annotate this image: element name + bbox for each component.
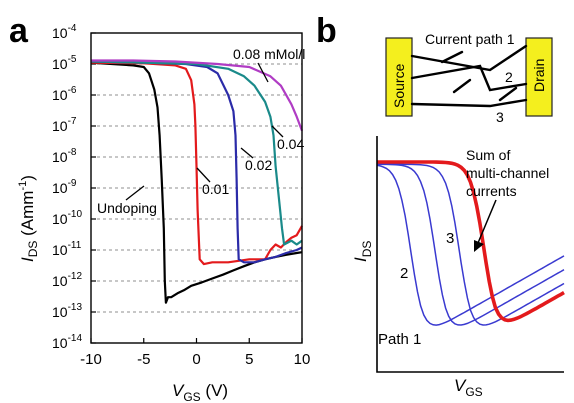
y-tick-label: 10-14 xyxy=(52,333,82,351)
series-line-0-04 xyxy=(90,60,303,246)
y-tick-label: 10-9 xyxy=(52,178,77,196)
sum-label-arrow-shaft xyxy=(477,199,497,244)
source-electrode xyxy=(385,37,413,117)
annotation-0-02: 0.02 xyxy=(245,157,272,173)
y-tick-label: 10-7 xyxy=(52,116,77,134)
annotation-0-01-leader xyxy=(196,167,211,183)
y-tick-label: 10-11 xyxy=(52,240,82,258)
annotation-undoping: Undoping xyxy=(97,200,157,216)
panel-b-x-axis-label: VGS xyxy=(454,376,483,399)
y-tick-label: 10-8 xyxy=(52,147,77,165)
drain-label: Drain xyxy=(531,59,547,92)
panel-a-plot-frame xyxy=(90,32,303,344)
panel-b-y-axis-label: IDS xyxy=(351,241,374,262)
panel-b-curves xyxy=(376,160,565,326)
annotation-0-08-leader xyxy=(257,62,269,83)
annotation-0-08: 0.08 mMol/l xyxy=(233,46,305,62)
current-path-2 xyxy=(410,64,528,92)
panel-a-label: a xyxy=(9,12,29,50)
panel-a-y-ticks: 10-4 10-5 10-6 10-7 10-8 10-9 10-10 10-11 10-12 1… xyxy=(52,23,96,351)
sum-label-line-1: Sum of xyxy=(466,147,510,163)
annotation-undoping-leader xyxy=(125,185,145,201)
series-line-0-08-mmol-l xyxy=(91,59,304,132)
schematic-curve-sum xyxy=(377,160,565,323)
x-tick-label: -10 xyxy=(80,351,102,368)
path-break-2 xyxy=(452,78,472,94)
annotation-0-04: 0.04 xyxy=(277,136,304,152)
y-tick-label: 10-5 xyxy=(52,54,77,72)
x-tick-label: -5 xyxy=(137,351,150,368)
current-path-1 xyxy=(410,44,528,72)
current-path-2-label: 2 xyxy=(505,69,513,85)
panel-a-grid xyxy=(91,63,302,313)
current-path-3 xyxy=(410,98,528,108)
drain-electrode xyxy=(525,37,553,117)
path-break-3 xyxy=(498,86,518,102)
curve-label-path-1: Path 1 xyxy=(378,331,421,348)
x-tick-label: 5 xyxy=(245,351,253,368)
series-line-0-02 xyxy=(90,60,303,264)
y-tick-label: 10-4 xyxy=(52,23,77,41)
y-tick-label: 10-6 xyxy=(52,85,77,103)
current-path-1-label: Current path 1 xyxy=(425,31,515,47)
panel-b-label: b xyxy=(316,12,337,50)
curve-label-2: 2 xyxy=(400,265,408,282)
panel-a-y-axis-label: IDS (Amm-1) xyxy=(17,175,40,262)
y-tick-label: 10-10 xyxy=(52,209,82,227)
y-tick-label: 10-13 xyxy=(52,302,82,320)
schematic-curve-path-3 xyxy=(377,163,565,326)
panel-b-axes xyxy=(376,136,564,373)
annotation-0-01: 0.01 xyxy=(202,181,229,197)
panel-a-series xyxy=(90,59,304,304)
panel-a-x-axis-label: VGS (V) xyxy=(172,381,228,403)
y-tick-label: 10-12 xyxy=(52,271,82,289)
curve-label-3: 3 xyxy=(446,230,454,247)
x-tick-label: 0 xyxy=(192,351,200,368)
x-tick-label: 10 xyxy=(294,351,311,368)
annotation-0-04-leader xyxy=(271,125,284,138)
current-paths xyxy=(410,44,528,108)
source-label: Source xyxy=(391,63,407,108)
current-path-3-label: 3 xyxy=(496,109,504,125)
schematic-curve-path-2 xyxy=(376,163,565,326)
sum-label-line-2: multi-channel xyxy=(466,165,549,181)
sum-label-arrowhead xyxy=(474,240,484,252)
path-break-1 xyxy=(440,50,464,64)
sum-label-line-3: currents xyxy=(466,183,517,199)
annotation-0-02-leader xyxy=(240,147,254,159)
